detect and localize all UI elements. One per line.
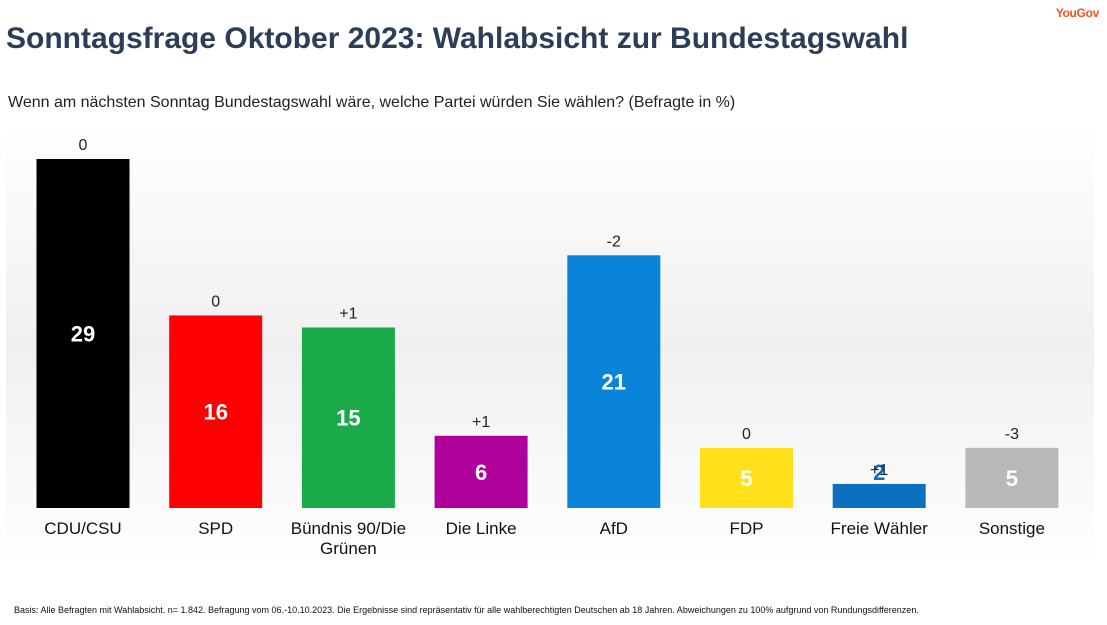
bar-change-label: 0 [742, 426, 751, 443]
bar [434, 435, 528, 508]
bar [567, 255, 661, 508]
bar-change-label: -3 [1005, 426, 1019, 443]
bar-value-label: 15 [336, 406, 360, 431]
bar [700, 447, 793, 508]
footnote: Basis: Alle Befragten mit Wahlabsicht. n… [14, 605, 919, 615]
bar-change-label: 0 [79, 137, 88, 154]
bar-value-label: 5 [740, 466, 752, 491]
category-label: AfD [600, 519, 628, 538]
bar-value-label: 5 [1006, 466, 1018, 491]
chart-subtitle: Wenn am nächsten Sonntag Bundestagswahl … [8, 94, 736, 111]
bar [36, 159, 130, 508]
category-label: Die Linke [446, 519, 517, 538]
bar-change-label: +1 [339, 305, 357, 322]
yougov-logo: YouGov [1055, 6, 1100, 20]
chart-title: Sonntagsfrage Oktober 2023: Wahlabsicht … [6, 22, 909, 55]
bar-value-label: 29 [71, 322, 95, 347]
category-label: CDU/CSU [44, 519, 121, 538]
bar-value-label: 2 [873, 460, 885, 485]
bar-change-label: -2 [607, 233, 621, 250]
bar-change-label: 0 [211, 293, 220, 310]
bar [301, 327, 395, 508]
bar [832, 483, 926, 508]
bar [965, 447, 1059, 508]
bar-change-label: +1 [870, 462, 888, 479]
bar-value-label: 21 [602, 370, 626, 395]
category-label: Freie Wähler [831, 519, 929, 538]
category-label: Bündnis 90/Die [291, 519, 406, 538]
bar-value-label: 16 [203, 400, 227, 425]
category-label: Grünen [320, 539, 377, 558]
bar-value-label: 6 [475, 460, 487, 485]
bar [169, 315, 263, 508]
category-label: Sonstige [979, 519, 1045, 538]
category-label: SPD [198, 519, 233, 538]
bar-change-label: +1 [472, 414, 490, 431]
category-label: FDP [730, 519, 764, 538]
